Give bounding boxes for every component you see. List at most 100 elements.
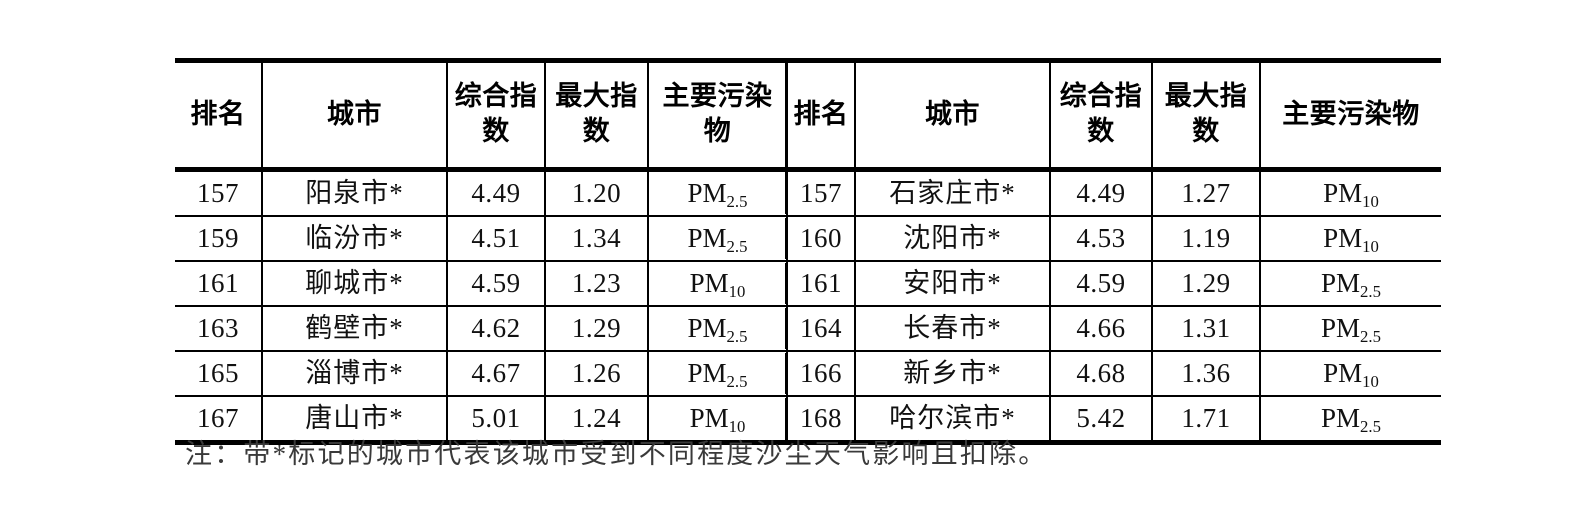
cell-max-right: 1.29	[1151, 261, 1261, 307]
cell-city-left: 临汾市*	[261, 216, 448, 262]
cell-max-right: 1.31	[1151, 306, 1261, 352]
cell-city-right: 安阳市*	[854, 261, 1051, 307]
pollutant-subscript: 2.5	[726, 326, 748, 346]
cell-composite-right: 4.66	[1049, 306, 1153, 352]
cell-rank-right: 168	[786, 396, 856, 445]
pollutant-subscript: 10	[1362, 371, 1379, 391]
column-header-pollutant-right: 主要污染物	[1259, 58, 1441, 172]
column-header-max-left: 最大指数	[544, 58, 649, 172]
cell-composite-left: 4.62	[446, 306, 546, 352]
cell-max-left: 1.26	[544, 351, 649, 397]
pollutant-label: PM10	[689, 402, 746, 436]
cell-city-right: 哈尔滨市*	[854, 396, 1051, 445]
cell-city-left: 鹤壁市*	[261, 306, 448, 352]
column-header-composite-right: 综合指数	[1049, 58, 1153, 172]
cell-city-right: 长春市*	[854, 306, 1051, 352]
pollutant-base: PM	[689, 267, 729, 298]
cell-city-right: 石家庄市*	[854, 169, 1051, 217]
column-header-rank-left: 排名	[175, 58, 263, 172]
cell-max-left: 1.34	[544, 216, 649, 262]
cell-rank-left: 161	[175, 261, 263, 307]
cell-city-left: 唐山市*	[261, 396, 448, 445]
cell-max-right: 1.19	[1151, 216, 1261, 262]
pollutant-label: PM2.5	[687, 357, 748, 391]
cell-composite-right: 4.49	[1049, 169, 1153, 217]
table-body: 157 阳泉市* 4.49 1.20 PM2.5 157 石家庄市* 4.49 1.27 PM10…	[175, 169, 1441, 445]
cell-pollutant-right: PM2.5	[1259, 306, 1441, 352]
cell-composite-left: 4.67	[446, 351, 546, 397]
table-row: 161 聊城市* 4.59 1.23 PM10 161 安阳市* 4.59 1.29 PM2.5	[175, 261, 1441, 307]
cell-pollutant-right: PM2.5	[1259, 396, 1441, 445]
cell-max-left: 1.29	[544, 306, 649, 352]
pollutant-base: PM	[687, 222, 727, 253]
pollutant-base: PM	[1321, 312, 1361, 343]
pollutant-subscript: 2.5	[726, 371, 748, 391]
cell-rank-left: 167	[175, 396, 263, 445]
cell-pollutant-left: PM2.5	[647, 216, 788, 262]
pollutant-subscript: 2.5	[726, 191, 748, 211]
column-header-max-right: 最大指数	[1151, 58, 1261, 172]
cell-max-right: 1.71	[1151, 396, 1261, 445]
cell-city-left: 淄博市*	[261, 351, 448, 397]
table-row: 165 淄博市* 4.67 1.26 PM2.5 166 新乡市* 4.68 1.36 PM10	[175, 351, 1441, 397]
cell-rank-right: 160	[786, 216, 856, 262]
cell-composite-right: 4.59	[1049, 261, 1153, 307]
pollutant-base: PM	[687, 177, 727, 208]
cell-rank-right: 164	[786, 306, 856, 352]
cell-pollutant-left: PM2.5	[647, 169, 788, 217]
cell-pollutant-right: PM10	[1259, 169, 1441, 217]
cell-rank-left: 163	[175, 306, 263, 352]
cell-rank-right: 161	[786, 261, 856, 307]
column-header-pollutant-left: 主要污染物	[647, 58, 788, 172]
cell-composite-right: 5.42	[1049, 396, 1153, 445]
pollutant-label: PM2.5	[1321, 312, 1381, 346]
pollutant-label: PM2.5	[1321, 267, 1381, 301]
cell-max-right: 1.27	[1151, 169, 1261, 217]
cell-pollutant-right: PM10	[1259, 351, 1441, 397]
pollutant-subscript: 10	[1362, 191, 1379, 211]
cell-composite-right: 4.68	[1049, 351, 1153, 397]
cell-max-left: 1.24	[544, 396, 649, 445]
pollutant-subscript: 10	[728, 281, 746, 301]
table-row: 167 唐山市* 5.01 1.24 PM10 168 哈尔滨市* 5.42 1.71 PM2.5	[175, 396, 1441, 445]
pollutant-subscript: 2.5	[726, 236, 748, 256]
pollutant-base: PM	[1323, 222, 1363, 253]
pollutant-label: PM2.5	[688, 313, 748, 346]
pollutant-base: PM	[1321, 402, 1361, 433]
table-row: 163 鹤壁市* 4.62 1.29 PM2.5 164 长春市* 4.66 1.31 PM2.5	[175, 306, 1441, 352]
table-footnote: 注：带*标记的城市代表该城市受到不同程度沙尘天气影响且扣除。	[185, 439, 1048, 469]
table-header: 排名 城市 综合指数 最大指数 主要污染物 排名 城市 综合指数 最大指数 主要…	[175, 58, 1441, 172]
cell-max-left: 1.23	[544, 261, 649, 307]
cell-rank-right: 157	[786, 169, 856, 217]
cell-city-left: 聊城市*	[261, 261, 448, 307]
cell-pollutant-left: PM10	[647, 396, 788, 445]
pollutant-subscript: 10	[1362, 236, 1379, 256]
column-header-composite-left: 综合指数	[446, 58, 546, 172]
pollutant-base: PM	[1321, 267, 1361, 298]
cell-pollutant-left: PM2.5	[647, 306, 788, 352]
table-row: 159 临汾市* 4.51 1.34 PM2.5 160 沈阳市* 4.53 1.19 PM10	[175, 216, 1441, 262]
pollutant-label: PM2.5	[1321, 402, 1381, 436]
column-header-city-left: 城市	[261, 58, 448, 172]
pollutant-base: PM	[689, 402, 729, 433]
cell-rank-left: 157	[175, 169, 263, 217]
pollutant-label: PM10	[689, 267, 746, 301]
cell-max-right: 1.36	[1151, 351, 1261, 397]
cell-pollutant-right: PM2.5	[1259, 261, 1441, 307]
cell-city-right: 沈阳市*	[854, 216, 1051, 262]
cell-rank-left: 165	[175, 351, 263, 397]
cell-composite-left: 5.01	[446, 396, 546, 445]
cell-composite-left: 4.51	[446, 216, 546, 262]
cell-composite-left: 4.49	[446, 169, 546, 217]
cell-max-left: 1.20	[544, 169, 649, 217]
column-header-rank-right: 排名	[786, 58, 856, 172]
pollutant-label: PM10	[1323, 222, 1379, 256]
pollutant-base: PM	[687, 357, 727, 388]
pollutant-subscript: 10	[728, 416, 746, 436]
pollutant-subscript: 2.5	[1360, 281, 1381, 301]
pollutant-label: PM2.5	[687, 177, 748, 211]
table-row: 157 阳泉市* 4.49 1.20 PM2.5 157 石家庄市* 4.49 1.27 PM10	[175, 169, 1441, 217]
cell-rank-left: 159	[175, 216, 263, 262]
pollutant-subscript: 2.5	[1360, 416, 1381, 436]
